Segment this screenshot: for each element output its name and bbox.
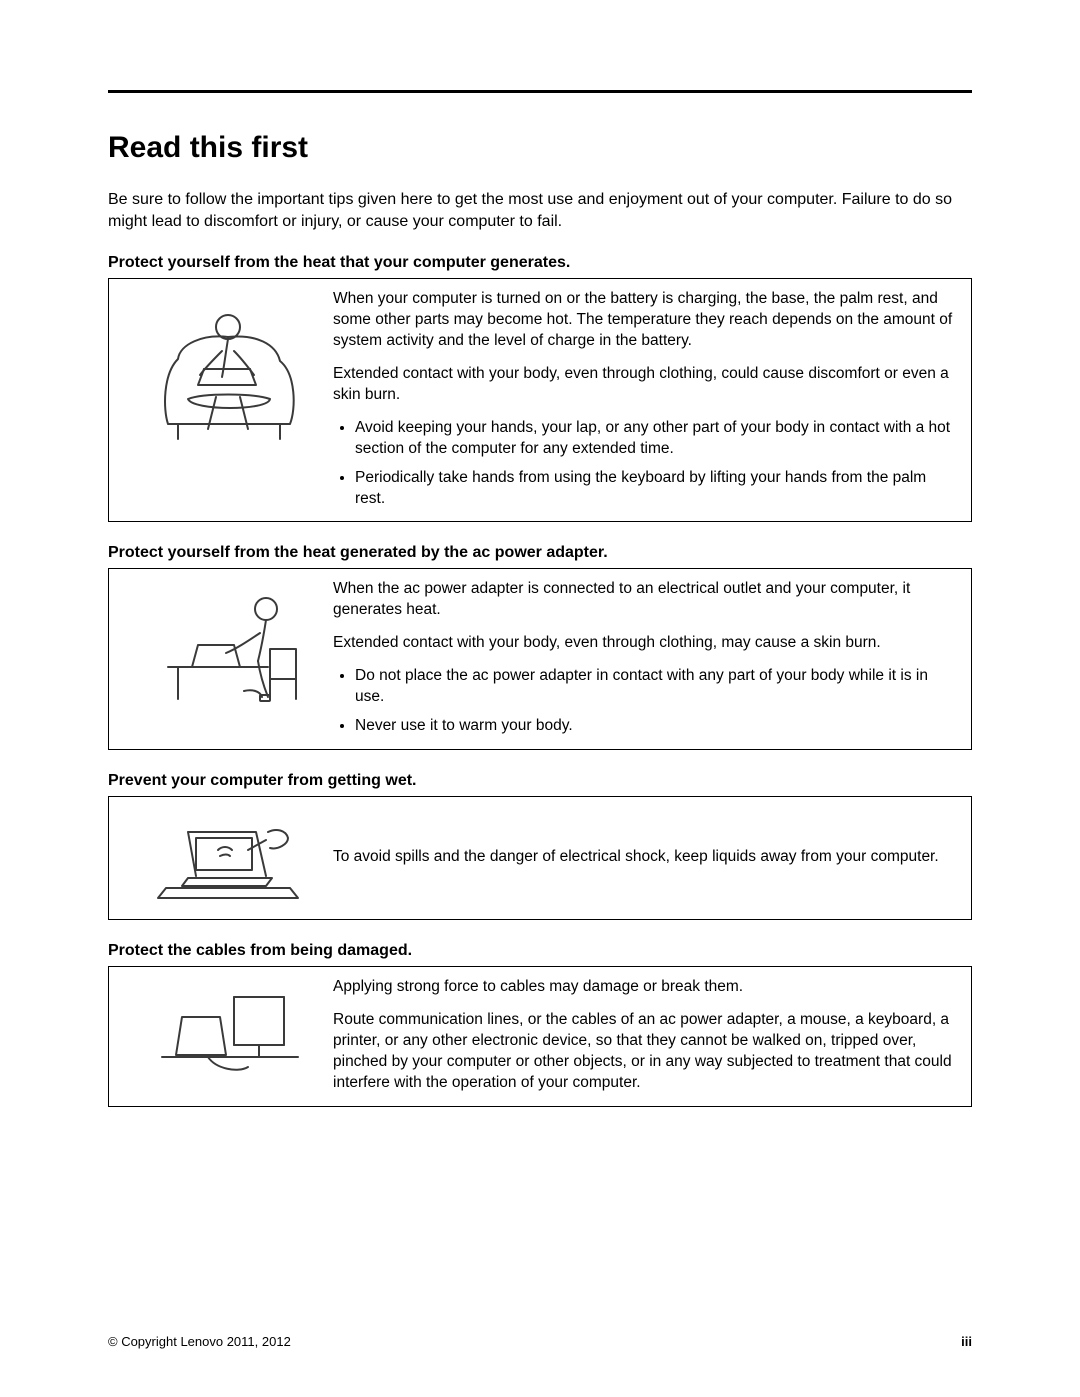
list-item: Never use it to warm your body. (355, 716, 957, 737)
box-content: To avoid spills and the danger of electr… (333, 847, 957, 868)
document-page: Read this first Be sure to follow the im… (0, 0, 1080, 1169)
illustration-cables-monitor-icon (123, 977, 333, 1087)
box-content: Applying strong force to cables may dama… (333, 977, 957, 1094)
section-heading: Prevent your computer from getting wet. (108, 772, 972, 790)
illustration-desk-adapter-icon (123, 579, 333, 709)
section-heading: Protect the cables from being damaged. (108, 942, 972, 960)
paragraph: Route communication lines, or the cables… (333, 1010, 957, 1094)
page-title: Read this first (108, 131, 972, 165)
box-content: When the ac power adapter is connected t… (333, 579, 957, 737)
info-box: To avoid spills and the danger of electr… (108, 796, 972, 920)
info-box: When your computer is turned on or the b… (108, 278, 972, 522)
info-box: When the ac power adapter is connected t… (108, 568, 972, 750)
list-item: Periodically take hands from using the k… (355, 468, 957, 510)
list-item: Do not place the ac power adapter in con… (355, 666, 957, 708)
paragraph: When your computer is turned on or the b… (333, 289, 957, 352)
paragraph: When the ac power adapter is connected t… (333, 579, 957, 621)
copyright-text: © Copyright Lenovo 2011, 2012 (108, 1334, 291, 1349)
page-footer: © Copyright Lenovo 2011, 2012 iii (108, 1334, 972, 1349)
paragraph: Applying strong force to cables may dama… (333, 977, 957, 998)
paragraph: Extended contact with your body, even th… (333, 633, 957, 654)
intro-paragraph: Be sure to follow the important tips giv… (108, 189, 972, 232)
section-heading: Protect yourself from the heat that your… (108, 254, 972, 272)
box-content: When your computer is turned on or the b… (333, 289, 957, 509)
paragraph: To avoid spills and the danger of electr… (333, 847, 957, 868)
paragraph: Extended contact with your body, even th… (333, 364, 957, 406)
info-box: Applying strong force to cables may dama… (108, 966, 972, 1107)
bullet-list: Do not place the ac power adapter in con… (333, 666, 957, 737)
top-rule (108, 90, 972, 93)
bullet-list: Avoid keeping your hands, your lap, or a… (333, 418, 957, 510)
section-heading: Protect yourself from the heat generated… (108, 544, 972, 562)
illustration-liquid-spill-icon (123, 807, 333, 907)
page-number: iii (961, 1334, 972, 1349)
list-item: Avoid keeping your hands, your lap, or a… (355, 418, 957, 460)
illustration-laptop-on-lap-icon (123, 289, 333, 449)
